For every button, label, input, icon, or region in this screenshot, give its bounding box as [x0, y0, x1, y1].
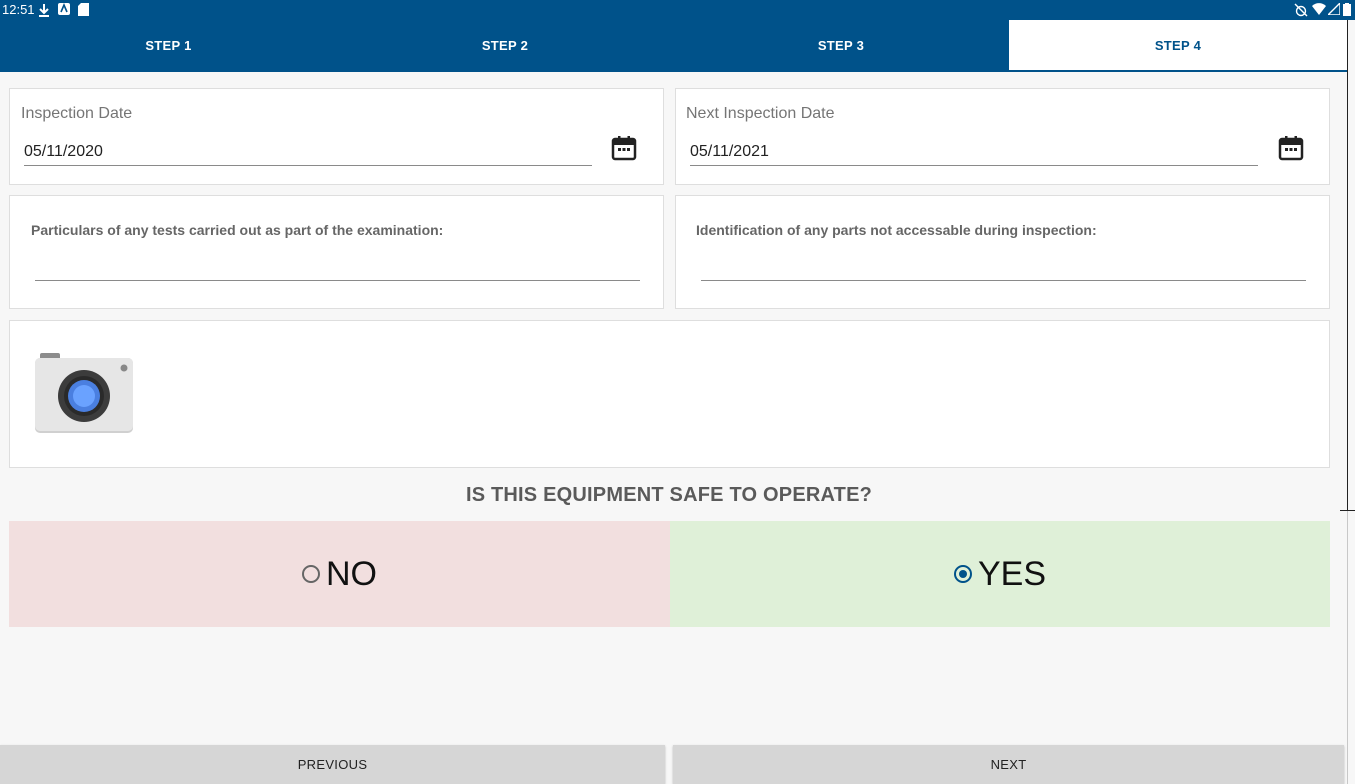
tests-label: Particulars of any tests carried out as …	[31, 222, 444, 238]
download-icon	[39, 4, 49, 17]
status-bar: 12:51	[0, 0, 1355, 20]
next-inspection-date-label: Next Inspection Date	[686, 105, 835, 122]
inspection-date-label: Inspection Date	[21, 105, 133, 122]
next-inspection-date-card: Next Inspection Date 05/11/2021	[675, 88, 1330, 185]
no-option[interactable]: NO	[9, 521, 670, 627]
status-time: 12:51	[2, 2, 35, 17]
window-edge	[1347, 20, 1355, 510]
inspection-date-card: Inspection Date 05/11/2020	[9, 88, 664, 185]
photo-card	[9, 320, 1330, 468]
calendar-icon[interactable]	[611, 135, 637, 161]
previous-button[interactable]: PREVIOUS	[0, 745, 665, 784]
next-inspection-date-underline	[690, 165, 1258, 166]
parts-input[interactable]	[701, 280, 1306, 281]
window-edge-corner	[1340, 510, 1355, 511]
tests-input[interactable]	[35, 280, 640, 281]
calendar-icon[interactable]	[1278, 135, 1304, 161]
tab-step-1[interactable]: STEP 1	[145, 37, 192, 53]
alarm-off-icon	[1294, 3, 1308, 17]
battery-icon	[1343, 3, 1351, 16]
step-tabs: STEP 1 STEP 2 STEP 3 STEP 4	[0, 20, 1347, 70]
window-edge-lower	[1347, 511, 1348, 784]
tab-step-3[interactable]: STEP 3	[817, 37, 865, 53]
parts-label: Identification of any parts not accessab…	[696, 222, 1097, 238]
no-radio[interactable]	[302, 565, 320, 583]
inspection-date-input[interactable]: 05/11/2020	[24, 143, 103, 160]
tab-step-2[interactable]: STEP 2	[481, 37, 529, 53]
camera-icon[interactable]	[34, 351, 134, 435]
tab-step-4[interactable]: STEP 4	[1009, 20, 1347, 70]
tab-indicator-line	[0, 70, 1347, 72]
inspection-date-underline	[24, 165, 592, 166]
parts-card: Identification of any parts not accessab…	[675, 195, 1330, 309]
yes-label: YES	[977, 554, 1047, 593]
next-inspection-date-input[interactable]: 05/11/2021	[690, 143, 769, 160]
no-label: NO	[326, 554, 377, 593]
yes-radio[interactable]	[953, 565, 972, 583]
next-button[interactable]: NEXT	[673, 745, 1344, 784]
yes-option[interactable]: YES	[670, 521, 1330, 627]
sd-card-icon	[78, 3, 89, 16]
app-notification-icon	[58, 3, 70, 15]
tests-card: Particulars of any tests carried out as …	[9, 195, 664, 309]
signal-icon	[1328, 3, 1340, 15]
safety-question: IS THIS EQUIPMENT SAFE TO OPERATE?	[465, 484, 873, 506]
wifi-icon	[1312, 3, 1326, 15]
